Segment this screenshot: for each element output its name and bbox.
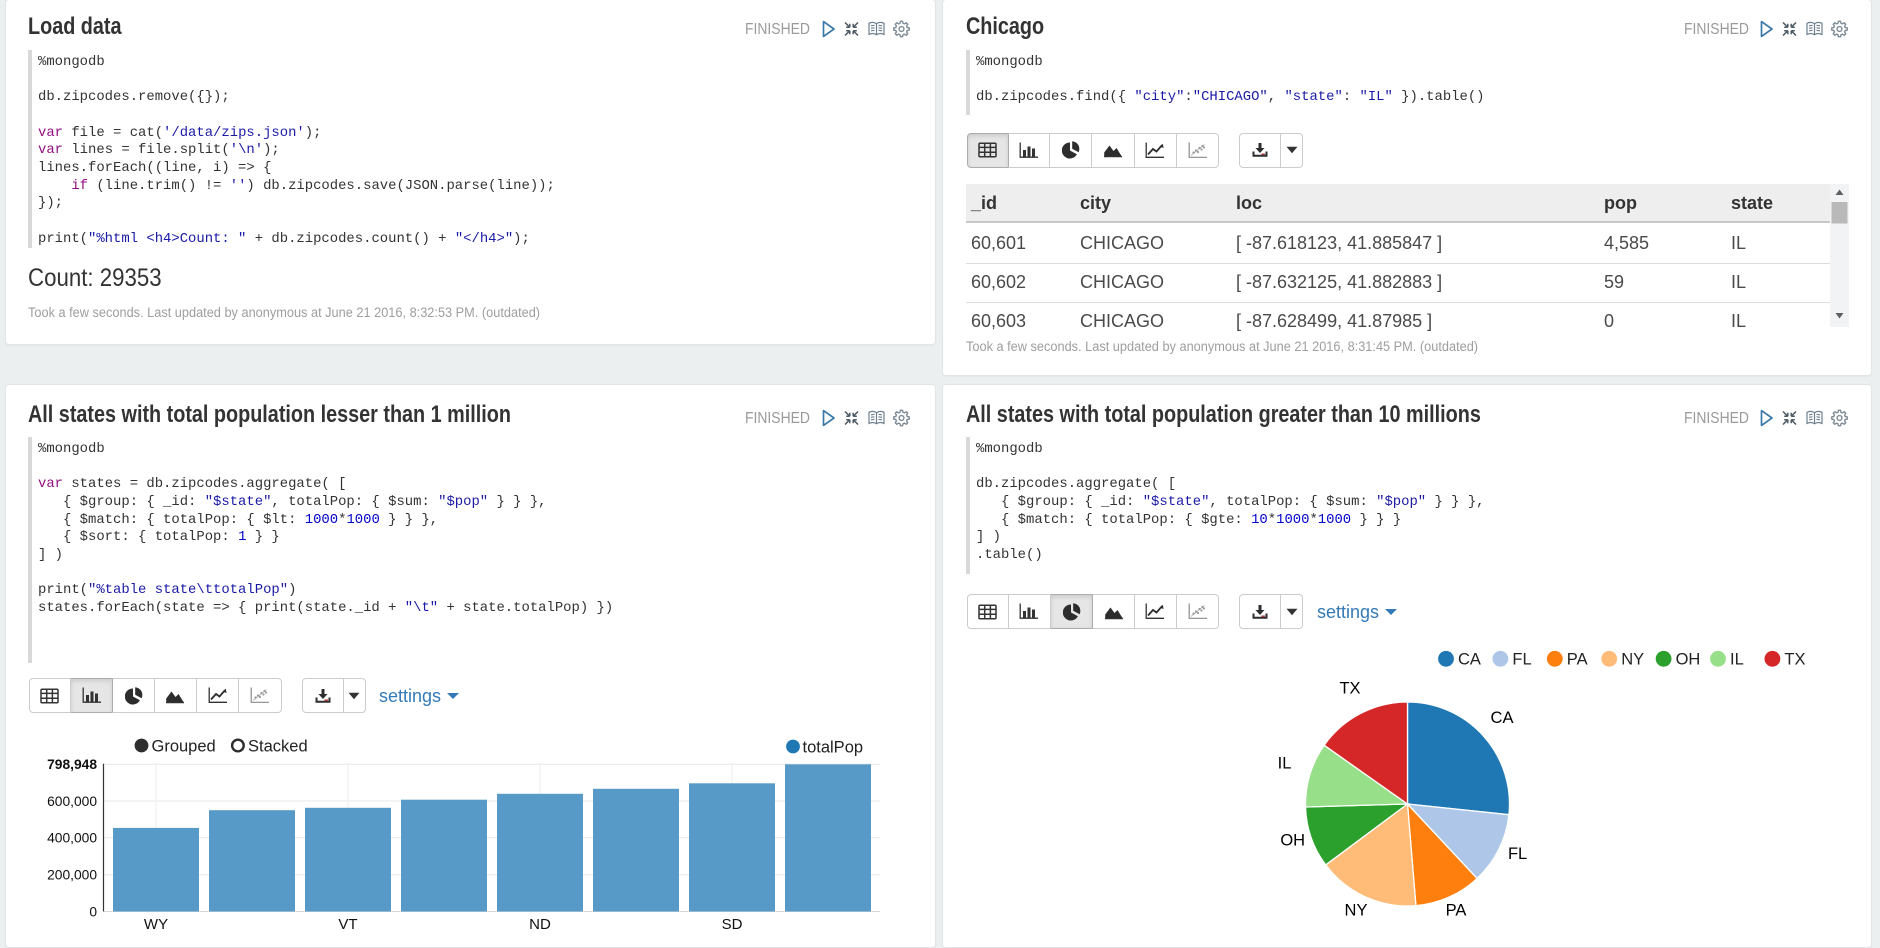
svg-text:OH: OH: [1280, 832, 1305, 850]
svg-text:IL: IL: [1730, 651, 1744, 669]
svg-text:TX: TX: [1339, 680, 1360, 698]
svg-text:OH: OH: [1676, 651, 1701, 669]
svg-text:CA: CA: [1491, 709, 1514, 727]
svg-text:0: 0: [89, 904, 97, 919]
svg-text:PA: PA: [1446, 902, 1467, 920]
svg-text:FL: FL: [1508, 845, 1527, 863]
svg-text:SD: SD: [722, 916, 743, 933]
svg-text:Stacked: Stacked: [248, 738, 308, 756]
svg-text:400,000: 400,000: [47, 831, 97, 846]
svg-text:NY: NY: [1345, 902, 1368, 920]
svg-text:VT: VT: [338, 916, 357, 933]
svg-text:PA: PA: [1567, 651, 1588, 669]
svg-text:NY: NY: [1621, 651, 1644, 669]
svg-text:CA: CA: [1458, 651, 1481, 669]
svg-text:totalPop: totalPop: [803, 739, 864, 757]
svg-text:Grouped: Grouped: [152, 738, 216, 756]
svg-text:600,000: 600,000: [47, 794, 97, 809]
svg-text:200,000: 200,000: [47, 868, 97, 883]
svg-text:WY: WY: [144, 916, 168, 933]
svg-text:798,948: 798,948: [47, 757, 97, 772]
svg-text:TX: TX: [1784, 651, 1805, 669]
svg-text:ND: ND: [529, 916, 551, 933]
svg-text:IL: IL: [1278, 755, 1292, 773]
svg-text:FL: FL: [1512, 651, 1531, 669]
